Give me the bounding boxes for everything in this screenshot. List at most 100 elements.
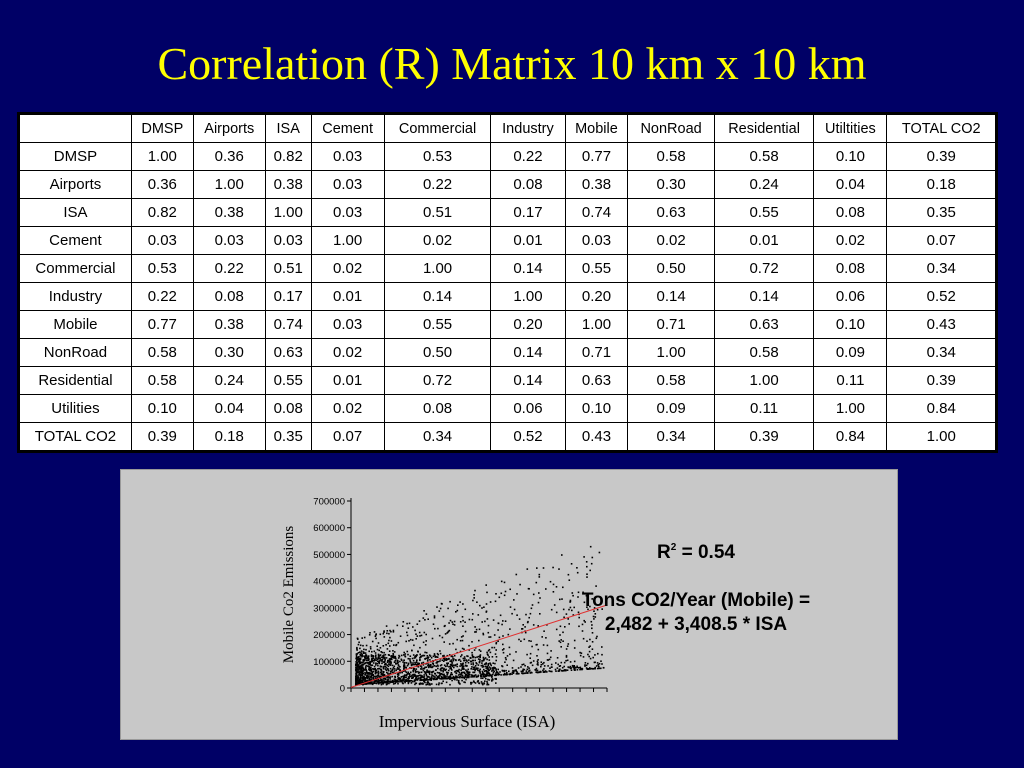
scatter-point <box>403 665 405 667</box>
scatter-point <box>474 674 477 676</box>
scatter-point <box>442 615 445 618</box>
scatter-point <box>452 659 455 662</box>
scatter-point <box>441 667 444 669</box>
scatter-point <box>474 589 476 592</box>
scatter-point <box>425 663 427 665</box>
scatter-point <box>442 673 444 676</box>
scatter-point <box>597 664 599 666</box>
scatter-point <box>503 669 505 672</box>
scatter-point <box>361 668 363 670</box>
scatter-point <box>450 677 452 680</box>
scatter-point <box>381 682 384 684</box>
scatter-point <box>443 641 445 643</box>
scatter-point <box>427 657 429 660</box>
row-label: Commercial <box>19 254 132 283</box>
correlation-cell: 0.63 <box>564 366 629 395</box>
scatter-point <box>412 669 414 672</box>
scatter-point <box>577 596 579 598</box>
scatter-point <box>357 671 359 674</box>
scatter-point <box>472 656 475 658</box>
scatter-point <box>367 659 370 662</box>
scatter-point <box>383 630 385 632</box>
scatter-point <box>494 653 497 655</box>
scatter-point <box>388 658 391 660</box>
scatter-point <box>561 554 563 556</box>
scatter-point <box>426 656 429 659</box>
scatter-point <box>418 631 421 634</box>
scatter-point <box>470 668 472 670</box>
scatter-point <box>461 667 463 670</box>
scatter-point <box>423 610 425 612</box>
plot-axes: 7000006000005000004000003000002000001000… <box>313 497 608 695</box>
scatter-point <box>462 676 464 678</box>
correlation-cell: 0.02 <box>310 394 385 423</box>
scatter-point <box>359 655 362 657</box>
scatter-point <box>584 621 586 623</box>
scatter-point <box>464 630 467 633</box>
scatter-point <box>406 650 409 653</box>
scatter-point <box>425 666 428 668</box>
scatter-point <box>542 669 544 672</box>
scatter-point <box>366 657 368 660</box>
correlation-cell: 0.03 <box>310 310 385 339</box>
scatter-point <box>560 639 562 641</box>
correlation-cell: 0.06 <box>813 282 888 311</box>
scatter-point <box>358 657 361 660</box>
scatter-point <box>375 654 377 656</box>
scatter-point <box>368 672 371 674</box>
scatter-point <box>453 676 456 679</box>
scatter-point <box>379 681 381 684</box>
scatter-point <box>371 655 374 657</box>
scatter-point <box>380 683 383 686</box>
column-header: Mobile <box>564 114 629 143</box>
scatter-point <box>360 682 363 684</box>
scatter-point <box>578 625 580 628</box>
scatter-point <box>484 670 487 672</box>
scatter-point <box>430 676 433 678</box>
scatter-point <box>367 662 369 665</box>
scatter-point <box>589 569 591 572</box>
scatter-point <box>502 643 504 646</box>
scatter-point <box>562 631 564 634</box>
scatter-point <box>358 662 361 665</box>
scatter-point <box>430 677 432 679</box>
scatter-point <box>481 662 483 664</box>
scatter-point <box>495 641 498 644</box>
scatter-point <box>487 678 489 681</box>
scatter-point <box>447 672 449 674</box>
scatter-point <box>573 667 576 670</box>
scatter-point <box>467 668 469 671</box>
scatter-point <box>436 606 438 608</box>
scatter-point <box>365 680 367 682</box>
scatter-point <box>418 683 421 685</box>
scatter-point <box>401 671 403 674</box>
scatter-point <box>407 681 410 683</box>
scatter-point <box>460 636 463 638</box>
scatter-point <box>472 680 475 682</box>
correlation-cell: 0.82 <box>264 142 312 171</box>
scatter-point <box>458 671 461 674</box>
scatter-point <box>488 659 491 661</box>
correlation-table: DMSP Airports ISA Cement Commercial Industry M… <box>19 114 996 451</box>
scatter-point <box>413 668 416 670</box>
scatter-point <box>369 660 371 663</box>
scatter-point <box>462 603 464 605</box>
scatter-point <box>445 657 448 660</box>
scatter-point <box>489 651 492 654</box>
scatter-point <box>445 659 448 661</box>
scatter-point <box>540 663 543 666</box>
scatter-point <box>501 665 504 668</box>
scatter-point <box>522 670 524 672</box>
scatter-point <box>442 668 445 671</box>
scatter-point <box>474 664 477 667</box>
scatter-point <box>365 662 367 664</box>
equation-line-1: Tons CO2/Year (Mobile) = <box>581 590 811 611</box>
scatter-point <box>504 590 507 593</box>
scatter-point <box>357 681 359 683</box>
scatter-point <box>529 652 532 655</box>
scatter-point <box>375 664 377 666</box>
scatter-point <box>448 666 450 668</box>
scatter-point <box>421 675 423 678</box>
scatter-point <box>466 665 468 667</box>
scatter-point <box>404 680 406 683</box>
